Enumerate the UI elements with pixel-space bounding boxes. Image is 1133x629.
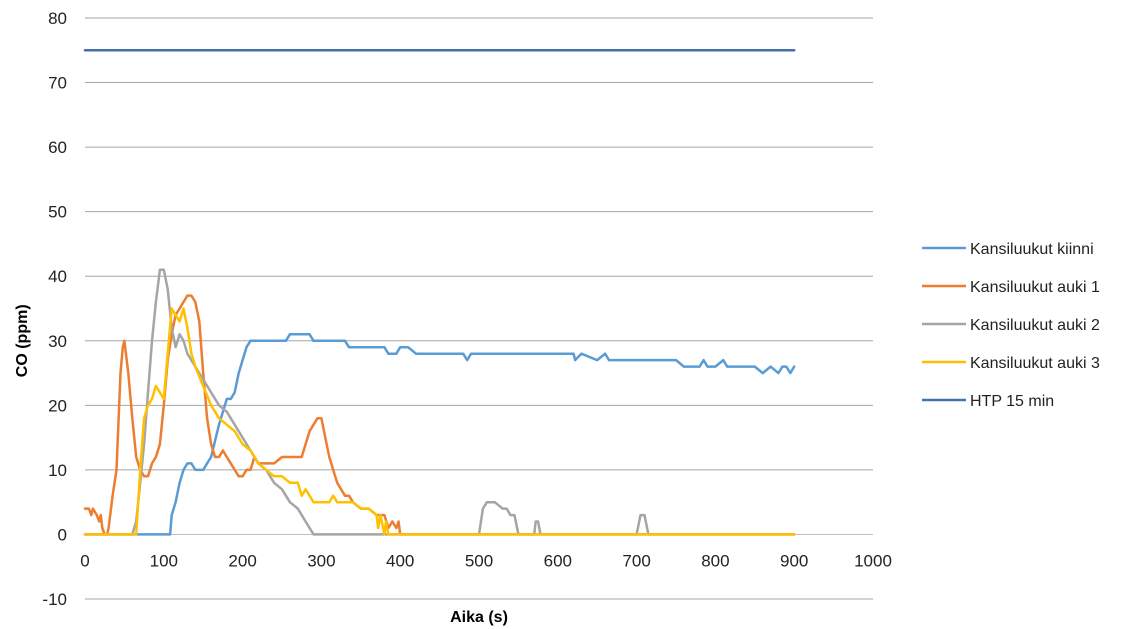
x-tick-labels: 0 100 200 300 400 500 600 700 800 900 1000 — [80, 551, 892, 570]
legend: Kansiluukut kiinni Kansiluukut auki 1 Kans… — [922, 241, 1100, 410]
y-tick-label: -10 — [42, 590, 67, 609]
series-line-2 — [83, 268, 796, 536]
y-tick-label: 0 — [58, 525, 67, 544]
series-lines — [83, 49, 796, 536]
y-tick-label: 60 — [48, 138, 67, 157]
x-axis-title: Aika (s) — [450, 609, 508, 626]
y-tick-label: 70 — [48, 74, 67, 93]
x-tick-label: 500 — [465, 551, 493, 570]
y-tick-label: 10 — [48, 461, 67, 480]
x-tick-label: 400 — [386, 551, 414, 570]
x-tick-label: 300 — [307, 551, 335, 570]
x-tick-label: 1000 — [854, 551, 892, 570]
y-tick-label: 30 — [48, 332, 67, 351]
legend-label: Kansiluukut auki 2 — [970, 317, 1100, 334]
legend-label: Kansiluukut auki 1 — [970, 279, 1100, 296]
legend-label: HTP 15 min — [970, 393, 1054, 410]
series-line-0 — [83, 333, 796, 536]
legend-label: Kansiluukut auki 3 — [970, 355, 1100, 372]
x-tick-label: 900 — [780, 551, 808, 570]
x-tick-label: 100 — [150, 551, 178, 570]
y-tick-label: 40 — [48, 267, 67, 286]
series-line-1 — [83, 294, 796, 536]
y-tick-label: 50 — [48, 203, 67, 222]
y-tick-labels: -10 0 10 20 30 40 50 60 70 80 — [42, 9, 67, 609]
x-tick-label: 600 — [544, 551, 572, 570]
y-tick-label: 20 — [48, 396, 67, 415]
y-tick-label: 80 — [48, 9, 67, 28]
x-tick-label: 0 — [80, 551, 89, 570]
legend-label: Kansiluukut kiinni — [970, 241, 1094, 258]
x-tick-label: 700 — [622, 551, 650, 570]
x-tick-label: 200 — [228, 551, 256, 570]
y-axis-title: CO (ppm) — [14, 304, 31, 377]
series-line-3 — [83, 307, 796, 536]
x-tick-label: 800 — [701, 551, 729, 570]
gridlines — [85, 17, 873, 600]
